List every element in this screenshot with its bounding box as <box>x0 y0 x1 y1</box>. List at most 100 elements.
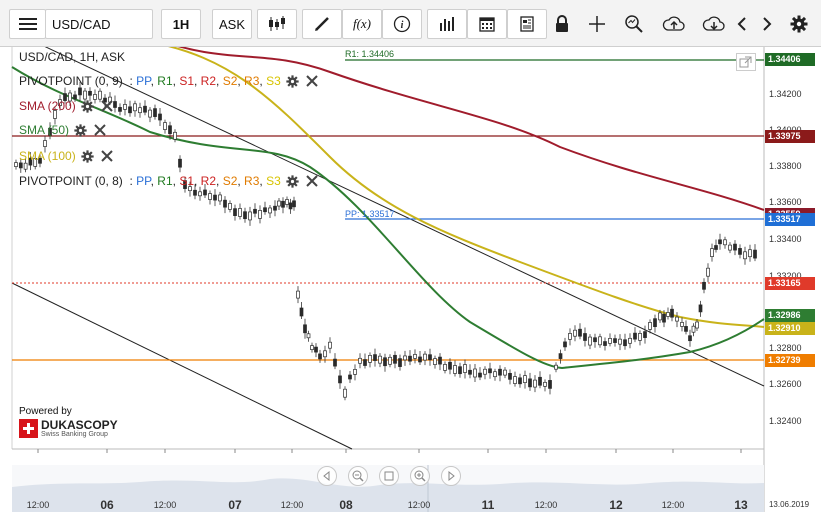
draw-tool-button[interactable] <box>302 9 342 39</box>
candle-body <box>695 321 699 329</box>
candle-body <box>533 379 537 388</box>
candle-body <box>218 194 222 202</box>
candle-body <box>563 341 567 348</box>
price-tick: 1.34200 <box>769 89 802 99</box>
crosshair-button[interactable] <box>582 9 612 39</box>
candle-body <box>118 107 122 112</box>
scroll-right-button[interactable] <box>441 466 461 486</box>
candle-body <box>468 369 472 375</box>
time-tick: 12:00 <box>280 500 304 510</box>
gear-icon[interactable] <box>286 74 299 88</box>
candle-body <box>493 371 497 378</box>
candle-body <box>292 200 296 208</box>
candle-body <box>213 194 217 201</box>
gear-icon[interactable] <box>74 123 87 137</box>
legend-sma-100[interactable]: SMA (100) <box>19 149 113 163</box>
candle-body <box>78 87 82 96</box>
candle-body <box>193 189 197 196</box>
settings-button[interactable] <box>786 9 812 39</box>
candle-body <box>143 105 147 113</box>
close-icon[interactable] <box>100 100 113 112</box>
candle-body <box>698 304 703 313</box>
candle-body <box>208 193 212 200</box>
candle-body <box>393 354 397 364</box>
legend-pivot-8[interactable]: PIVOTPOINT (0, 8) : PP, R1, S1, R2, S2, … <box>19 174 318 188</box>
candle-body <box>133 103 137 112</box>
zoom-out-button[interactable] <box>348 466 368 486</box>
zoom-button[interactable] <box>617 9 651 39</box>
legend-segment: S3 <box>266 174 281 188</box>
candle-body <box>328 341 332 349</box>
scroll-forward-button[interactable] <box>756 9 778 39</box>
gear-icon[interactable] <box>81 99 94 113</box>
timeframe-label: 1H <box>172 16 190 32</box>
legend-segment: R1 <box>157 174 173 188</box>
candle-body <box>723 239 727 246</box>
lock-button[interactable] <box>547 9 577 39</box>
candle-body <box>158 113 162 121</box>
gear-icon[interactable] <box>81 149 94 163</box>
news-button[interactable] <box>507 9 547 39</box>
candle-body <box>488 368 492 374</box>
candle-body <box>93 94 97 100</box>
trend-line-upper <box>44 47 765 387</box>
zoom-in-button[interactable] <box>410 466 430 486</box>
svg-text:i: i <box>401 20 404 31</box>
candle-body <box>43 140 47 147</box>
reset-view-button[interactable] <box>379 466 399 486</box>
candle-body <box>58 99 62 106</box>
time-tick: 07 <box>228 498 242 512</box>
candle-body <box>358 357 362 364</box>
download-icon <box>702 16 725 31</box>
symbol-label: USD/CAD <box>52 16 111 32</box>
calendar-button[interactable] <box>467 9 507 39</box>
close-icon[interactable] <box>94 124 106 136</box>
time-tick: 12:00 <box>407 500 431 510</box>
chart-area[interactable]: USD/CAD, 1H, ASK PIVOTPOINT (0, 9) : PP,… <box>0 47 821 512</box>
indicators-button[interactable]: f(x) <box>342 9 382 39</box>
dukascopy-brand: Powered by DUKASCOPY Swiss Banking Group <box>19 406 118 438</box>
scroll-back-button[interactable] <box>731 9 753 39</box>
menu-button[interactable] <box>9 9 46 39</box>
time-tick: 08 <box>339 498 353 512</box>
volume-button[interactable] <box>427 9 467 39</box>
price-chart[interactable] <box>0 47 821 512</box>
chevron-left-icon <box>737 17 746 31</box>
legend-segment: PIVOTPOINT (0, 8) <box>19 174 123 188</box>
candle-body <box>168 125 172 135</box>
price-side-selector[interactable]: ASK <box>212 9 252 39</box>
time-tick: 12 <box>609 498 623 512</box>
candle-body <box>38 157 42 164</box>
close-icon[interactable] <box>306 75 318 87</box>
candle-body <box>338 375 342 384</box>
legend-sma-200[interactable]: SMA (200) <box>19 99 113 113</box>
legend-pivot-9[interactable]: PIVOTPOINT (0, 9) : PP, R1, S1, R2, S2, … <box>19 74 318 88</box>
price-box: 1.34406 <box>765 53 815 66</box>
zoom-icon <box>625 15 643 33</box>
scroll-right-icon <box>448 471 455 481</box>
candle-body <box>258 210 262 219</box>
candle-body <box>163 122 167 130</box>
candle-body <box>658 312 662 321</box>
close-icon[interactable] <box>100 150 113 162</box>
gear-icon[interactable] <box>286 174 299 188</box>
expand-chart-button[interactable] <box>736 53 756 71</box>
scroll-left-button[interactable] <box>317 466 337 486</box>
info-button[interactable]: i <box>382 9 422 39</box>
candle-body <box>543 381 547 387</box>
upload-button[interactable] <box>656 9 692 39</box>
download-button[interactable] <box>696 9 732 39</box>
candle-body <box>253 208 257 214</box>
legend-sma-50[interactable]: SMA (50) <box>19 123 106 137</box>
candle-body <box>263 207 267 213</box>
pp-level-label: PP: 1.33517 <box>345 209 395 219</box>
timeframe-selector[interactable]: 1H <box>161 9 201 39</box>
chart-type-button[interactable] <box>257 9 297 39</box>
candle-body <box>483 368 487 375</box>
candle-body <box>688 335 692 342</box>
close-icon[interactable] <box>306 175 318 187</box>
r1-level-label: R1: 1.34406 <box>345 49 395 59</box>
candle-body <box>438 356 442 365</box>
symbol-selector[interactable]: USD/CAD <box>45 9 153 39</box>
powered-by-label: Powered by <box>19 406 72 417</box>
